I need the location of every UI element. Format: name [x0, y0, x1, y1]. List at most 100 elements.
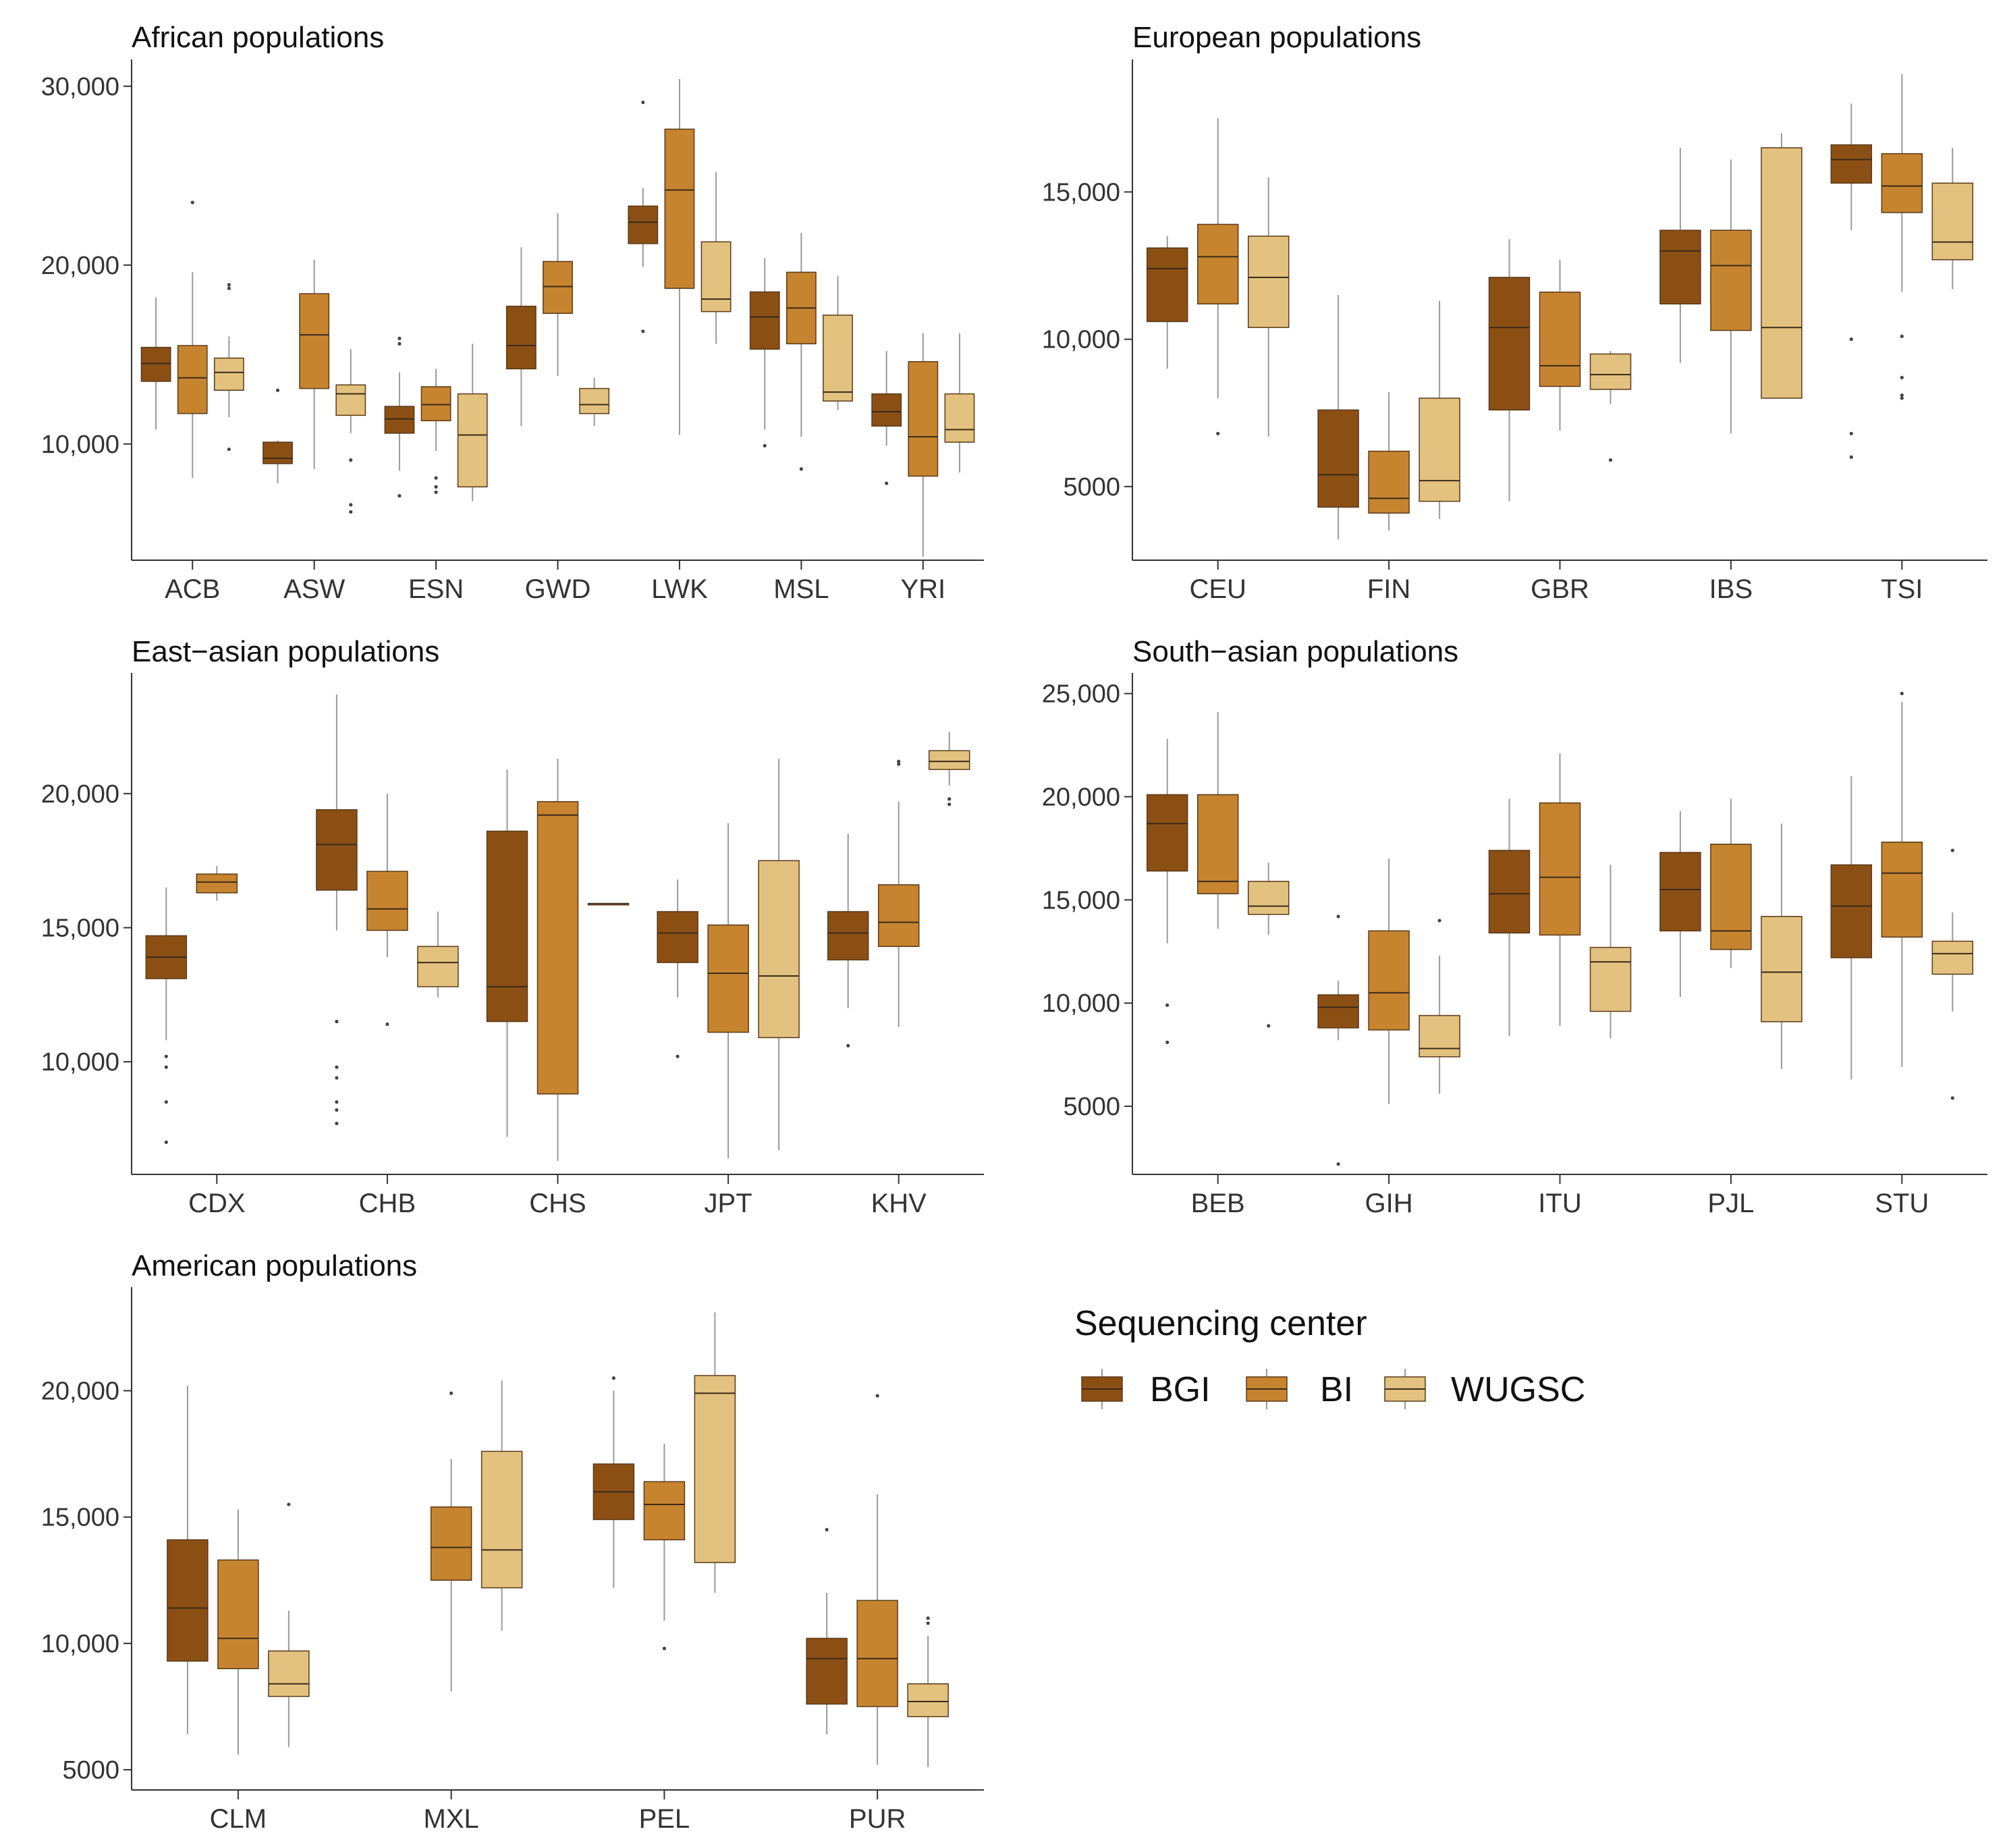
box	[480, 1450, 523, 1589]
box	[707, 924, 749, 1033]
box	[749, 291, 780, 350]
x-tick-label: ASW	[283, 574, 345, 604]
outlier-point	[662, 1646, 666, 1650]
box	[1761, 916, 1803, 1023]
box	[1830, 864, 1873, 958]
box	[217, 1559, 259, 1670]
box	[628, 205, 659, 244]
y-tick-label: 10,000	[1042, 989, 1120, 1018]
box	[1146, 247, 1188, 323]
outlier-point	[676, 1054, 680, 1058]
box	[877, 884, 920, 948]
box	[1710, 844, 1752, 950]
box-yri-wugsc	[944, 333, 975, 473]
panel-title: East−asian populations	[132, 635, 439, 668]
outlier-point	[397, 494, 402, 498]
box	[1368, 450, 1410, 514]
x-tick-label: GIH	[1365, 1189, 1413, 1218]
box-cdx-bi	[196, 866, 238, 901]
legend-label-bi: BI	[1320, 1370, 1353, 1409]
x-tick-label: BEB	[1191, 1189, 1245, 1218]
outlier-point	[897, 762, 901, 766]
legend-item-bi: BI	[1246, 1369, 1353, 1409]
box-gbr-bi	[1539, 259, 1581, 431]
y-tick-label: 15,000	[1042, 886, 1120, 915]
box-pel-bgi	[593, 1376, 635, 1588]
legend-title: Sequencing center	[1074, 1304, 1367, 1343]
box	[167, 1539, 209, 1662]
outlier-point	[1336, 1162, 1340, 1166]
box-gbr-bgi	[1488, 239, 1531, 501]
panel-title: South−asian populations	[1132, 635, 1458, 668]
outlier-point	[1267, 1024, 1271, 1028]
box-jpt-wugsc	[758, 759, 800, 1151]
x-tick-label: MSL	[773, 574, 829, 604]
outlier-point	[846, 1043, 850, 1048]
box-ibs-bi	[1710, 159, 1752, 434]
box	[457, 393, 488, 488]
box-lwk-bgi	[628, 101, 659, 333]
outlier-point	[349, 458, 353, 462]
y-tick-label: 25,000	[1042, 680, 1120, 709]
box-acb-bgi	[140, 297, 171, 430]
box	[856, 1600, 898, 1708]
box	[700, 241, 732, 312]
outlier-point	[335, 1100, 339, 1104]
box	[1197, 794, 1239, 894]
box	[1488, 277, 1531, 411]
box-beb-wugsc	[1247, 863, 1290, 1028]
x-tick-label: ACB	[165, 574, 220, 604]
panel-title: American populations	[132, 1249, 417, 1282]
box	[268, 1650, 310, 1697]
x-tick-label: PJL	[1707, 1189, 1754, 1218]
box-pur-wugsc	[907, 1616, 949, 1768]
x-tick-label: CLM	[210, 1804, 267, 1834]
box-gbr-wugsc	[1589, 351, 1632, 462]
box	[1931, 182, 1974, 261]
outlier-point	[926, 1621, 930, 1625]
box	[213, 357, 244, 391]
outlier-point	[434, 485, 438, 489]
outlier-point	[885, 481, 889, 485]
x-tick-label: IBS	[1709, 574, 1753, 604]
box-tsi-wugsc	[1931, 147, 1974, 290]
y-tick-label: 30,000	[41, 73, 119, 101]
panel-title: European populations	[1132, 21, 1421, 54]
outlier-point	[275, 388, 280, 392]
box	[1317, 409, 1359, 508]
box	[543, 261, 573, 315]
outlier-point	[335, 1019, 339, 1024]
box-msl-wugsc	[823, 275, 853, 410]
box	[827, 911, 869, 960]
box-gwd-bgi	[505, 247, 537, 427]
box-chs-bgi	[486, 769, 528, 1137]
box-fin-bi	[1368, 392, 1410, 531]
box-beb-bi	[1197, 712, 1239, 929]
box	[430, 1506, 472, 1581]
box-ceu-wugsc	[1247, 177, 1290, 437]
box	[1659, 852, 1701, 931]
panel-1: African populations 10,000 20,000 30,000 ACB…	[41, 21, 984, 604]
box	[384, 406, 415, 434]
outlier-point	[1849, 455, 1853, 459]
legend-label-wugsc: WUGSC	[1451, 1370, 1585, 1409]
x-tick-label: JPT	[705, 1189, 752, 1218]
box	[1539, 802, 1581, 936]
x-tick-label: CHB	[359, 1189, 416, 1218]
outlier-point	[1950, 1096, 1954, 1100]
box	[944, 393, 975, 443]
outlier-point	[947, 803, 952, 807]
x-tick-label: TSI	[1881, 574, 1923, 604]
box-khv-wugsc	[928, 732, 970, 807]
outlier-point	[227, 447, 231, 452]
box-asw-bi	[299, 259, 330, 469]
x-tick-label: PUR	[849, 1804, 906, 1834]
outlier-point	[227, 286, 231, 290]
box-chb-wugsc	[417, 911, 459, 998]
outlier-point	[385, 1022, 389, 1027]
box-esn-bgi	[384, 336, 415, 498]
box-pjl-bi	[1710, 798, 1752, 969]
outlier-point	[397, 342, 402, 346]
y-tick-label: 5000	[1063, 473, 1120, 501]
outlier-point	[1900, 375, 1904, 379]
